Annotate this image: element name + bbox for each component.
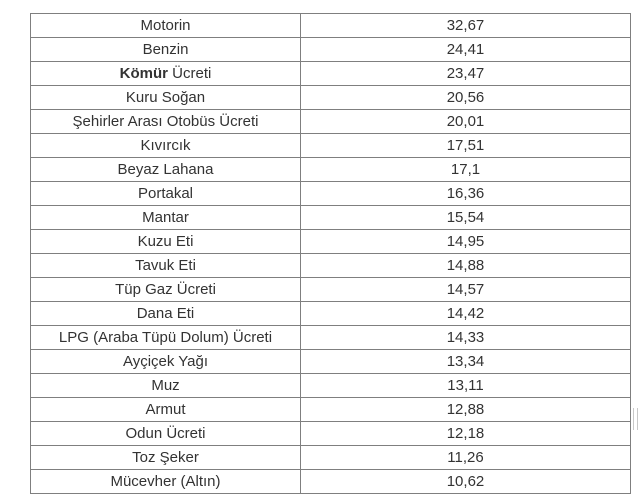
price-increase-table: Motorin 32,67 Benzin 24,41 Kömür Ücreti … — [30, 13, 631, 494]
item-value: 14,42 — [300, 301, 631, 326]
item-value: 24,41 — [300, 37, 631, 62]
table-row: Kömür Ücreti 23,47 — [30, 61, 631, 86]
item-value: 23,47 — [300, 61, 631, 86]
item-name: Kıvırcık — [30, 133, 301, 158]
table-row: Ayçiçek Yağı 13,34 — [30, 349, 631, 374]
item-value: 12,88 — [300, 397, 631, 422]
table-row: Odun Ücreti 12,18 — [30, 421, 631, 446]
table-row: Motorin 32,67 — [30, 13, 631, 38]
item-name: Ayçiçek Yağı — [30, 349, 301, 374]
item-name: Mücevher (Altın) — [30, 469, 301, 494]
table-row: Tüp Gaz Ücreti 14,57 — [30, 277, 631, 302]
item-name: Toz Şeker — [30, 445, 301, 470]
table-row: Beyaz Lahana 17,1 — [30, 157, 631, 182]
item-value: 16,36 — [300, 181, 631, 206]
item-value: 17,51 — [300, 133, 631, 158]
table-row: Mantar 15,54 — [30, 205, 631, 230]
item-value: 20,56 — [300, 85, 631, 110]
table-row: Kuru Soğan 20,56 — [30, 85, 631, 110]
item-name: LPG (Araba Tüpü Dolum) Ücreti — [30, 325, 301, 350]
table-row: Benzin 24,41 — [30, 37, 631, 62]
item-value: 12,18 — [300, 421, 631, 446]
item-name: Tavuk Eti — [30, 253, 301, 278]
table-row: Mücevher (Altın) 10,62 — [30, 469, 631, 494]
item-name: Dana Eti — [30, 301, 301, 326]
item-name: Şehirler Arası Otobüs Ücreti — [30, 109, 301, 134]
item-value: 11,26 — [300, 445, 631, 470]
item-name: Armut — [30, 397, 301, 422]
item-value: 13,11 — [300, 373, 631, 398]
item-name: Kuru Soğan — [30, 85, 301, 110]
item-name: Beyaz Lahana — [30, 157, 301, 182]
item-value: 14,95 — [300, 229, 631, 254]
table-row: LPG (Araba Tüpü Dolum) Ücreti 14,33 — [30, 325, 631, 350]
item-name: Kömür Ücreti — [30, 61, 301, 86]
table-row: Kıvırcık 17,51 — [30, 133, 631, 158]
scroll-edge-mark — [633, 408, 638, 430]
item-value: 14,57 — [300, 277, 631, 302]
item-name: Muz — [30, 373, 301, 398]
item-value: 10,62 — [300, 469, 631, 494]
item-name: Motorin — [30, 13, 301, 38]
item-name: Odun Ücreti — [30, 421, 301, 446]
item-name-bold: Kömür — [119, 65, 168, 82]
table-row: Portakal 16,36 — [30, 181, 631, 206]
item-value: 14,88 — [300, 253, 631, 278]
table-row: Kuzu Eti 14,95 — [30, 229, 631, 254]
table-row: Muz 13,11 — [30, 373, 631, 398]
item-name: Kuzu Eti — [30, 229, 301, 254]
table-row: Dana Eti 14,42 — [30, 301, 631, 326]
table-row: Armut 12,88 — [30, 397, 631, 422]
item-name: Mantar — [30, 205, 301, 230]
item-value: 14,33 — [300, 325, 631, 350]
item-name: Portakal — [30, 181, 301, 206]
table-row: Tavuk Eti 14,88 — [30, 253, 631, 278]
item-name-rest: Ücreti — [168, 65, 212, 82]
item-value: 17,1 — [300, 157, 631, 182]
item-name: Tüp Gaz Ücreti — [30, 277, 301, 302]
item-value: 20,01 — [300, 109, 631, 134]
item-value: 15,54 — [300, 205, 631, 230]
item-name: Benzin — [30, 37, 301, 62]
table-row: Toz Şeker 11,26 — [30, 445, 631, 470]
item-value: 13,34 — [300, 349, 631, 374]
item-value: 32,67 — [300, 13, 631, 38]
table-row: Şehirler Arası Otobüs Ücreti 20,01 — [30, 109, 631, 134]
